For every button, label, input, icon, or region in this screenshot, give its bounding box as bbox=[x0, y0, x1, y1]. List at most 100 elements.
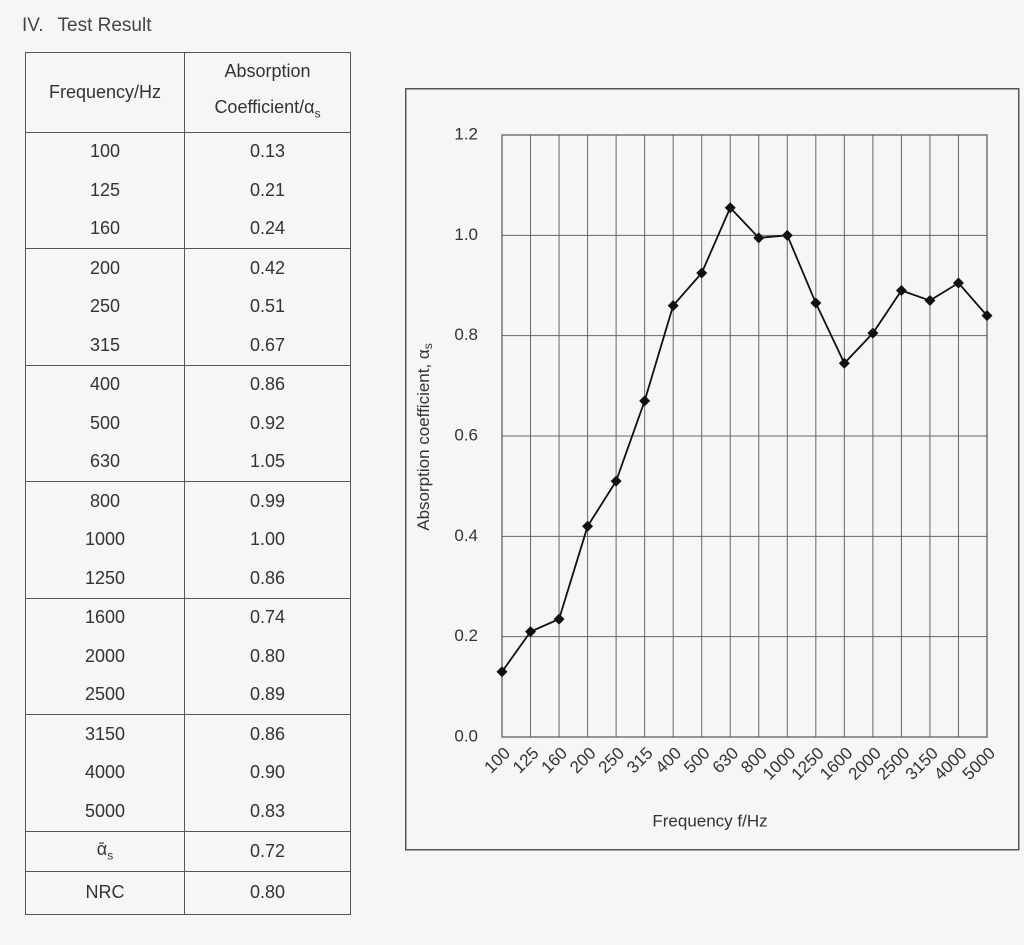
table-cell: 0.83 bbox=[184, 792, 351, 832]
x-tick-label: 125 bbox=[509, 744, 542, 777]
table-cell: 3150 bbox=[25, 714, 185, 754]
table-row: 1600 0.74 bbox=[25, 598, 351, 638]
summary-label: NRC bbox=[85, 882, 125, 903]
table-cell: 0.90 bbox=[184, 753, 351, 793]
y-axis-label: Absorption coefficient, αs bbox=[414, 343, 435, 531]
table-row: 2500 0.89 bbox=[25, 675, 351, 716]
summary-value: 0.72 bbox=[184, 830, 351, 872]
x-tick-label: 5000 bbox=[959, 744, 999, 784]
y-axis-label-sub: s bbox=[421, 343, 435, 349]
data-point bbox=[895, 285, 907, 297]
data-point bbox=[667, 300, 679, 312]
table-cell: 0.92 bbox=[184, 404, 351, 443]
header-cell: Frequency/Hz bbox=[25, 52, 185, 133]
x-tick-label: 400 bbox=[652, 744, 685, 777]
table-row: 5000 0.83 bbox=[25, 792, 351, 832]
table-cell: 0.86 bbox=[184, 559, 351, 599]
y-tick-label: 1.2 bbox=[454, 124, 478, 143]
table-cell: 315 bbox=[25, 326, 185, 366]
data-point bbox=[724, 202, 736, 214]
chart-frame bbox=[405, 88, 1020, 851]
table-cell: 500 bbox=[25, 404, 185, 443]
table-cell: 160 bbox=[25, 209, 185, 250]
table-row: 125 0.21 bbox=[25, 171, 351, 210]
table-cell: 0.13 bbox=[184, 132, 351, 172]
table-cell: 1600 bbox=[25, 598, 185, 638]
table-cell: 0.74 bbox=[184, 598, 351, 638]
table-cell: 2500 bbox=[25, 675, 185, 716]
table-cell: 0.86 bbox=[184, 714, 351, 754]
table-row: 2000 0.80 bbox=[25, 637, 351, 676]
summary-row: ᾱs 0.72 bbox=[25, 830, 351, 872]
y-tick-label: 0.0 bbox=[454, 726, 478, 745]
table-row: 250 0.51 bbox=[25, 287, 351, 327]
data-point bbox=[838, 357, 850, 369]
chart: Frequency f/Hz Absorption coefficient, α… bbox=[405, 88, 1020, 851]
data-point bbox=[924, 295, 936, 307]
table-cell: 0.80 bbox=[184, 637, 351, 676]
result-table: Frequency/Hz Absorption Coefficient/αs 10… bbox=[25, 52, 351, 915]
table-header: Frequency/Hz Absorption Coefficient/αs bbox=[25, 52, 351, 133]
table-row: 500 0.92 bbox=[25, 404, 351, 443]
data-point bbox=[553, 613, 565, 625]
table-cell: 100 bbox=[25, 132, 185, 172]
summary-label: ᾱ bbox=[96, 839, 108, 860]
plot-border bbox=[501, 134, 988, 738]
table-cell: 0.42 bbox=[184, 248, 351, 288]
y-tick-label: 0.6 bbox=[454, 425, 478, 444]
table-row: 1000 1.00 bbox=[25, 520, 351, 560]
y-tick-label: 1.0 bbox=[454, 225, 478, 244]
table-row: 630 1.05 bbox=[25, 442, 351, 483]
table-row: 200 0.42 bbox=[25, 248, 351, 288]
summary-row: NRC 0.80 bbox=[25, 870, 351, 915]
data-line bbox=[501, 206, 988, 673]
table-cell: 800 bbox=[25, 481, 185, 521]
table-cell: 1000 bbox=[25, 520, 185, 560]
heading-text: Test Result bbox=[57, 15, 152, 36]
table-cell: 1.05 bbox=[184, 442, 351, 483]
table-cell: 4000 bbox=[25, 753, 185, 793]
table-cell: 0.24 bbox=[184, 209, 351, 250]
x-tick-label: 315 bbox=[623, 744, 656, 777]
y-tick-label: 0.4 bbox=[454, 526, 478, 545]
table-row: 400 0.86 bbox=[25, 365, 351, 405]
table-cell: 630 bbox=[25, 442, 185, 483]
x-tick-label: 100 bbox=[481, 744, 514, 777]
x-tick-label: 200 bbox=[566, 744, 599, 777]
y-axis-label-text: Absorption coefficient, α bbox=[414, 349, 433, 531]
data-point bbox=[952, 277, 964, 289]
table-cell: 0.21 bbox=[184, 171, 351, 210]
data-point bbox=[810, 297, 822, 309]
header-line: Absorption bbox=[224, 61, 311, 81]
table-cell: 5000 bbox=[25, 792, 185, 832]
summary-label-cell: NRC bbox=[25, 870, 185, 915]
data-point bbox=[696, 267, 708, 279]
x-axis-label: Frequency f/Hz bbox=[652, 811, 767, 830]
x-tick-label: 630 bbox=[709, 744, 742, 777]
y-tick-label: 0.2 bbox=[454, 626, 478, 645]
header-line: Coefficient/αs bbox=[185, 89, 350, 132]
table-cell: 400 bbox=[25, 365, 185, 405]
table-row: 160 0.24 bbox=[25, 209, 351, 250]
table-row: 3150 0.86 bbox=[25, 714, 351, 754]
x-tick-label: 500 bbox=[680, 744, 713, 777]
table-cell: 0.99 bbox=[184, 481, 351, 521]
table-row: 1250 0.86 bbox=[25, 559, 351, 599]
table-cell: 250 bbox=[25, 287, 185, 327]
table-row: 315 0.67 bbox=[25, 326, 351, 366]
table-cell: 125 bbox=[25, 171, 185, 210]
data-point bbox=[582, 520, 594, 532]
summary-value: 0.80 bbox=[184, 870, 351, 915]
heading: IV. Test Result bbox=[22, 15, 165, 37]
table-cell: 0.89 bbox=[184, 675, 351, 716]
table-cell: 2000 bbox=[25, 637, 185, 676]
table-row: 4000 0.90 bbox=[25, 753, 351, 793]
summary-label-cell: ᾱs bbox=[25, 830, 185, 872]
table-row: 800 0.99 bbox=[25, 481, 351, 521]
header-sub: s bbox=[314, 106, 321, 121]
table-cell: 0.67 bbox=[184, 326, 351, 366]
data-point bbox=[639, 395, 651, 407]
data-point bbox=[867, 327, 879, 339]
table-cell: 1250 bbox=[25, 559, 185, 599]
data-point bbox=[496, 666, 508, 678]
